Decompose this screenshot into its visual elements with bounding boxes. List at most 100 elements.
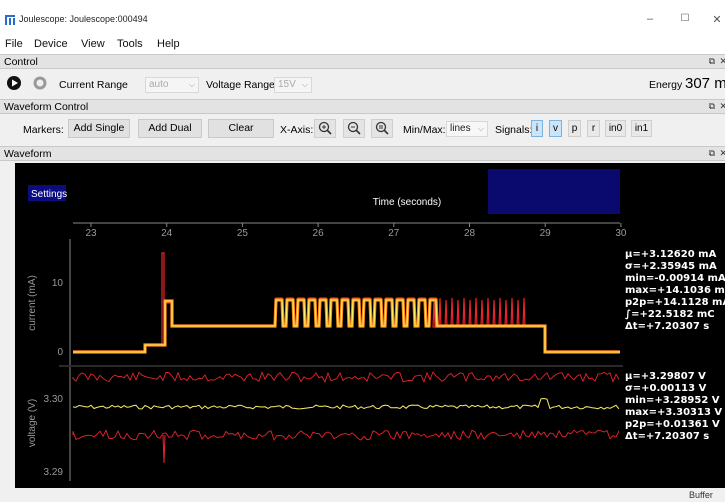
control-panel-header: Control ⧉ ✕ [0,54,725,69]
energy-label: Energy [649,79,683,91]
time-axis-title: Time (seconds) [373,197,442,208]
menu-view[interactable]: View [81,38,105,50]
voltage-min-trace [72,429,620,441]
time-tick-label: 23 [85,228,97,239]
current-range-select[interactable]: auto ⌵ [145,77,199,93]
zoom-in-button[interactable] [314,119,336,138]
signal-toggle-i[interactable]: i [531,120,543,137]
markers-label: Markers: [23,124,64,136]
status-bar: Buffer [0,488,725,502]
waveform-canvas[interactable]: Settings Time (seconds) 23 24 25 26 27 28 29 30… [15,163,725,488]
menu-help[interactable]: Help [157,38,180,50]
chevron-down-icon: ⌵ [477,124,484,133]
x-axis-label: X-Axis: [280,124,314,136]
chevron-down-icon: ⌵ [188,80,195,89]
voltage-tick-3-30: 3.30 [44,394,64,405]
menu-tools[interactable]: Tools [117,38,143,50]
voltage-axis-label: voltage (V) [27,399,38,447]
undock-icon[interactable]: ⧉ [708,101,715,111]
clear-markers-button[interactable]: Clear [208,119,274,138]
statistic-value: ∫=+22.5182 mC [625,309,715,320]
voltage-dip-spike [162,434,166,464]
voltage-range-label: Voltage Range [206,79,275,91]
signal-toggle-p[interactable]: p [568,120,581,137]
voltage-range-value: 15V [278,79,296,90]
current-tick-10: 10 [52,278,64,289]
signal-toggle-in0[interactable]: in0 [605,120,626,137]
waveform-control-title: Waveform Control [4,101,89,113]
add-single-marker-button[interactable]: Add Single [68,119,130,138]
signal-toggle-in1[interactable]: in1 [631,120,652,137]
current-axis-label: current (mA) [27,275,38,331]
close-panel-icon[interactable]: ✕ [719,148,725,158]
min-max-value: lines [450,123,471,134]
time-tick-label: 27 [388,228,400,239]
waveform-plot[interactable]: Settings Time (seconds) 23 24 25 26 27 28 29 30… [15,163,725,488]
statistic-value: Δt=+7.20307 s [625,431,710,442]
min-max-select[interactable]: lines ⌵ [446,121,488,137]
time-tick-label: 24 [161,228,173,239]
time-tick-label: 28 [464,228,476,239]
signals-label: Signals: [495,124,533,136]
statistic-value: min=+3.28952 V [625,395,720,406]
voltage-range-select[interactable]: 15V ⌵ [274,77,312,93]
control-panel-title: Control [4,56,38,68]
statistic-value: μ=+3.12620 mA [625,249,717,260]
waveform-traces [72,252,620,464]
buffer-status: Buffer [689,490,713,500]
close-panel-icon[interactable]: ✕ [719,101,725,111]
undock-icon[interactable]: ⧉ [708,148,715,158]
statistic-value: p2p=+14.1128 mA [625,297,725,308]
time-tick-label: 25 [237,228,249,239]
minimize-button[interactable]: – [646,13,654,25]
statistic-value: min=-0.00914 mA [625,273,725,284]
time-axis-ticks: 23 24 25 26 27 28 29 30 [85,223,627,239]
zoom-out-icon [347,121,361,135]
statistic-value: μ=+3.29807 V [625,371,706,382]
min-max-label: Min/Max: [403,124,446,136]
timeline-overview-region[interactable] [488,169,620,214]
energy-value: 307 m [685,75,725,92]
menu-bar: File Device View Tools Help [0,34,725,54]
record-icon[interactable] [33,76,47,90]
statistic-value: max=+3.30313 V [625,407,723,418]
waveform-panel-header: Waveform ⧉ ✕ [0,146,725,161]
signal-toggle-v[interactable]: v [549,120,562,137]
window-title: Joulescope: Joulescope:000494 [19,14,148,24]
current-range-label: Current Range [59,79,128,91]
zoom-fit-icon [375,121,389,135]
time-tick-label: 30 [615,228,627,239]
current-range-value: auto [149,79,169,90]
close-panel-icon[interactable]: ✕ [719,56,725,66]
statistic-value: σ=+2.35945 mA [625,261,717,272]
play-icon[interactable] [7,76,21,90]
zoom-out-button[interactable] [343,119,365,138]
statistic-value: Δt=+7.20307 s [625,321,710,332]
signal-toggle-r[interactable]: r [587,120,600,137]
voltage-tick-3-29: 3.29 [44,467,64,478]
settings-button-bg[interactable] [28,185,66,201]
statistic-value: σ=+0.00113 V [625,383,707,394]
joulescope-app-icon [5,15,15,25]
current-mean-trace [73,299,620,353]
add-dual-marker-button[interactable]: Add Dual [138,119,202,138]
zoom-in-icon [318,121,332,135]
menu-file[interactable]: File [5,38,23,50]
waveform-panel-title: Waveform [4,148,52,160]
time-tick-label: 26 [313,228,325,239]
title-bar: Joulescope: Joulescope:000494 – ☐ ✕ [0,0,725,34]
waveform-control-header: Waveform Control ⧉ ✕ [0,99,725,114]
control-toolbar: Current Range auto ⌵ Voltage Range 15V ⌵ E… [0,70,725,98]
current-tick-0: 0 [57,347,63,358]
close-button[interactable]: ✕ [712,14,722,26]
zoom-all-button[interactable] [371,119,393,138]
chevron-down-icon: ⌵ [301,80,308,89]
settings-button[interactable]: Settings [31,189,67,200]
maximize-button[interactable]: ☐ [680,13,690,24]
menu-device[interactable]: Device [34,38,68,50]
time-tick-label: 29 [540,228,552,239]
undock-icon[interactable]: ⧉ [708,56,715,66]
statistic-value: max=+14.1036 mA [625,285,725,296]
waveform-control-toolbar: Markers: Add Single Add Dual Clear X-Axi… [0,115,725,143]
voltage-max-trace [72,371,620,384]
